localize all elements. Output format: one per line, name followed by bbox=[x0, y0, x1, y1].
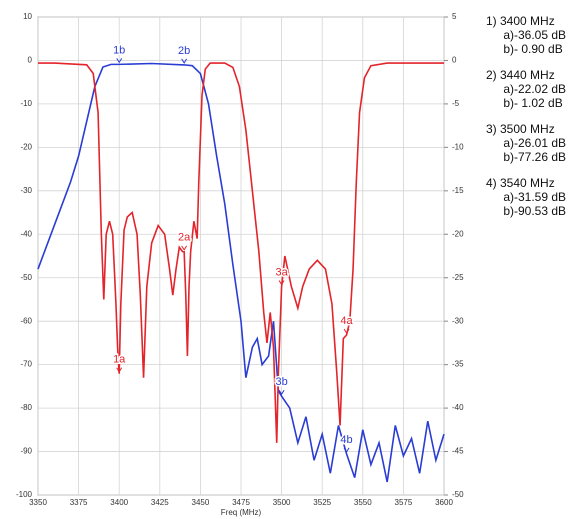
marker-arrow bbox=[181, 245, 188, 251]
marker-tag: 3b bbox=[275, 376, 287, 388]
x-tick-label: 3400 bbox=[110, 498, 128, 507]
marker-arrow bbox=[278, 280, 285, 286]
y2-tick-label: -45 bbox=[452, 447, 464, 456]
y-tick-label: -90 bbox=[20, 447, 32, 456]
y-tick-label: -60 bbox=[20, 316, 32, 325]
marker-heading: 3) 3500 MHz bbox=[486, 122, 555, 136]
marker-tag: 1a bbox=[113, 354, 126, 366]
series-line bbox=[38, 62, 444, 443]
x-tick-label: 3475 bbox=[232, 498, 250, 507]
y2-tick-label: -30 bbox=[452, 316, 464, 325]
y-tick-label: -100 bbox=[16, 490, 33, 499]
marker-value: -31.59 dB bbox=[514, 190, 566, 204]
y2-tick-label: -20 bbox=[452, 229, 464, 238]
y2-tick-label: 0 bbox=[452, 56, 457, 65]
y-tick-label: -20 bbox=[20, 142, 32, 151]
y2-tick-label: -40 bbox=[452, 403, 464, 412]
marker-value: - 1.02 dB bbox=[514, 96, 563, 110]
series-line bbox=[37, 62, 445, 483]
x-tick-label: 3375 bbox=[70, 498, 88, 507]
marker-arrow bbox=[116, 367, 123, 373]
marker-tag: 3a bbox=[275, 266, 288, 278]
marker-prefix: b) bbox=[503, 42, 514, 56]
marker-prefix: b) bbox=[503, 204, 514, 218]
marker-heading: 2) 3440 MHz bbox=[486, 68, 555, 82]
marker-heading: 1) 3400 MHz bbox=[486, 14, 555, 28]
x-tick-label: 3500 bbox=[273, 498, 291, 507]
marker-prefix: b) bbox=[503, 96, 514, 110]
y2-tick-label: -5 bbox=[452, 99, 460, 108]
marker-prefix: a) bbox=[503, 82, 514, 96]
marker-tag: 1b bbox=[113, 44, 125, 56]
marker-tag: 4b bbox=[340, 434, 352, 446]
marker-heading: 4) 3540 MHz bbox=[486, 176, 555, 190]
marker-prefix: a) bbox=[503, 190, 514, 204]
marker-arrow bbox=[116, 58, 123, 64]
marker-arrow bbox=[343, 447, 350, 453]
x-tick-label: 3350 bbox=[29, 498, 47, 507]
marker-value: -77.26 dB bbox=[514, 150, 566, 164]
y-tick-label: 0 bbox=[28, 56, 33, 65]
y-tick-label: -30 bbox=[20, 186, 32, 195]
y2-tick-label: -35 bbox=[452, 360, 464, 369]
y2-tick-label: -50 bbox=[452, 490, 464, 499]
x-tick-label: 3425 bbox=[151, 498, 169, 507]
y-tick-label: -80 bbox=[20, 403, 32, 412]
y-tick-label: -40 bbox=[20, 229, 32, 238]
y-tick-label: -70 bbox=[20, 360, 32, 369]
y-tick-label: -50 bbox=[20, 273, 32, 282]
y-tick-label: -10 bbox=[20, 99, 32, 108]
x-tick-label: 3600 bbox=[435, 498, 453, 507]
y2-tick-label: -15 bbox=[452, 186, 464, 195]
marker-arrow bbox=[343, 328, 350, 334]
marker-tag: 2b bbox=[178, 45, 190, 57]
y2-tick-label: -25 bbox=[452, 273, 464, 282]
x-tick-label: 3525 bbox=[313, 498, 331, 507]
marker-arrow bbox=[181, 58, 188, 64]
x-axis-label: Freq (MHz) bbox=[221, 508, 262, 517]
marker-value: -26.01 dB bbox=[514, 136, 566, 150]
x-tick-label: 3550 bbox=[354, 498, 372, 507]
marker-prefix: a) bbox=[503, 28, 514, 42]
y2-tick-label: -10 bbox=[452, 142, 464, 151]
x-tick-label: 3575 bbox=[395, 498, 413, 507]
marker-tag: 4a bbox=[340, 315, 353, 327]
y-tick-label: 10 bbox=[23, 12, 32, 21]
x-tick-label: 3450 bbox=[192, 498, 210, 507]
marker-value: - 0.90 dB bbox=[514, 42, 563, 56]
marker-value: -22.02 dB bbox=[514, 82, 566, 96]
marker-prefix: b) bbox=[503, 150, 514, 164]
marker-value: -36.05 dB bbox=[514, 28, 566, 42]
marker-arrow bbox=[278, 389, 285, 396]
y2-tick-label: 5 bbox=[452, 12, 457, 21]
marker-prefix: a) bbox=[503, 136, 514, 150]
marker-value: -90.53 dB bbox=[514, 204, 566, 218]
marker-tag: 2a bbox=[178, 232, 191, 244]
